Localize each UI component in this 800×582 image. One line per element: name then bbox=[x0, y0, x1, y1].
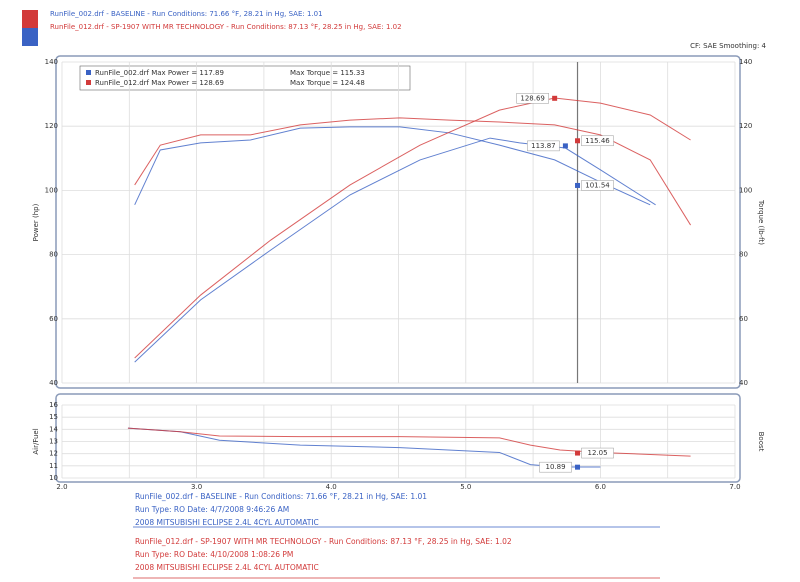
series-line bbox=[134, 137, 656, 363]
y-axis-label: Power (hp) bbox=[32, 203, 40, 241]
panel bbox=[55, 393, 741, 483]
y-axis-label: Air/Fuel bbox=[32, 428, 40, 454]
annotation-label: 115.46 bbox=[585, 137, 610, 145]
y-tick-label: 120 bbox=[45, 122, 58, 130]
x-tick-label: 2.0 bbox=[56, 483, 67, 491]
annotation-label: 113.87 bbox=[531, 142, 556, 150]
y2-tick-label: 80 bbox=[739, 251, 748, 259]
y-tick-label: 14 bbox=[49, 425, 58, 433]
header-line: RunFile_002.drf - BASELINE - Run Conditi… bbox=[50, 10, 323, 18]
y-tick-label: 15 bbox=[49, 413, 58, 421]
annotation-box bbox=[539, 461, 572, 473]
legend-swatch bbox=[86, 70, 91, 75]
legend-entry: RunFile_002.drf Max Power = 117.89 bbox=[95, 69, 224, 77]
legend bbox=[79, 65, 411, 91]
footer-line: Run Type: RO Date: 4/10/2008 1:08:26 PM bbox=[135, 550, 293, 559]
header-line: RunFile_012.drf - SP-1907 WITH MR TECHNO… bbox=[50, 23, 402, 31]
panel bbox=[55, 55, 741, 389]
annotation-label: 101.54 bbox=[585, 181, 610, 189]
annotation-box bbox=[527, 140, 560, 152]
legend-entry: Max Torque = 124.48 bbox=[290, 79, 365, 87]
y-tick-label: 10 bbox=[49, 474, 58, 482]
footer-line: Run Type: RO Date: 4/7/2008 9:46:26 AM bbox=[135, 505, 289, 514]
annotation-marker bbox=[575, 464, 581, 470]
series-line bbox=[134, 97, 691, 359]
y-tick-label: 16 bbox=[49, 401, 58, 409]
icon bbox=[22, 28, 38, 46]
legend-swatch bbox=[86, 80, 91, 85]
y-tick-label: 140 bbox=[45, 58, 58, 66]
annotation-label: 128.69 bbox=[520, 94, 545, 102]
icon bbox=[22, 10, 38, 28]
annotation-box bbox=[581, 447, 614, 459]
y2-tick-label: 40 bbox=[739, 379, 748, 387]
annotation-marker bbox=[575, 450, 581, 456]
series-line bbox=[134, 126, 651, 206]
y2-tick-label: 140 bbox=[739, 58, 752, 66]
annotation-box bbox=[581, 180, 614, 191]
x-tick-label: 6.0 bbox=[595, 483, 606, 491]
y-tick-label: 100 bbox=[45, 186, 58, 194]
legend-entry: Max Torque = 115.33 bbox=[290, 69, 365, 77]
footer-line: RunFile_012.drf - SP-1907 WITH MR TECHNO… bbox=[135, 537, 512, 546]
footer-line: 2008 MITSUBISHI ECLIPSE 2.4L 4CYL AUTOMA… bbox=[135, 518, 319, 527]
series-line bbox=[134, 117, 692, 226]
annotation-box bbox=[581, 135, 614, 147]
x-tick-label: 4.0 bbox=[326, 483, 337, 491]
annotation-box bbox=[516, 93, 549, 104]
annotation-marker bbox=[562, 143, 568, 149]
y2-tick-label: 60 bbox=[739, 315, 748, 323]
x-tick-label: 3.0 bbox=[191, 483, 202, 491]
x-tick-label: 5.0 bbox=[460, 483, 471, 491]
y-tick-label: 40 bbox=[49, 379, 58, 387]
y-tick-label: 11 bbox=[49, 462, 58, 470]
annotation-label: 10.89 bbox=[545, 463, 565, 471]
x-tick-label: 7.0 bbox=[729, 483, 740, 491]
annotation-marker bbox=[552, 95, 558, 101]
y-tick-label: 12 bbox=[49, 450, 58, 458]
footer-line: RunFile_002.drf - BASELINE - Run Conditi… bbox=[135, 492, 427, 501]
y-tick-label: 13 bbox=[49, 438, 58, 446]
y2-tick-label: 100 bbox=[739, 186, 752, 194]
y-tick-label: 60 bbox=[49, 315, 58, 323]
y2-tick-label: 120 bbox=[739, 122, 752, 130]
legend-entry: RunFile_012.drf Max Power = 128.69 bbox=[95, 79, 224, 87]
y-tick-label: 80 bbox=[49, 251, 58, 259]
annotation-label: 12.05 bbox=[587, 449, 607, 457]
y2-axis-label: Boost bbox=[757, 432, 765, 452]
footer-line: 2008 MITSUBISHI ECLIPSE 2.4L 4CYL AUTOMA… bbox=[135, 563, 319, 572]
settings: CF: SAE Smoothing: 4 bbox=[690, 42, 766, 50]
y2-axis-label: Torque (lb-ft) bbox=[757, 199, 765, 245]
series-line bbox=[127, 427, 691, 457]
annotation-marker bbox=[575, 182, 581, 188]
annotation-marker bbox=[575, 138, 581, 144]
